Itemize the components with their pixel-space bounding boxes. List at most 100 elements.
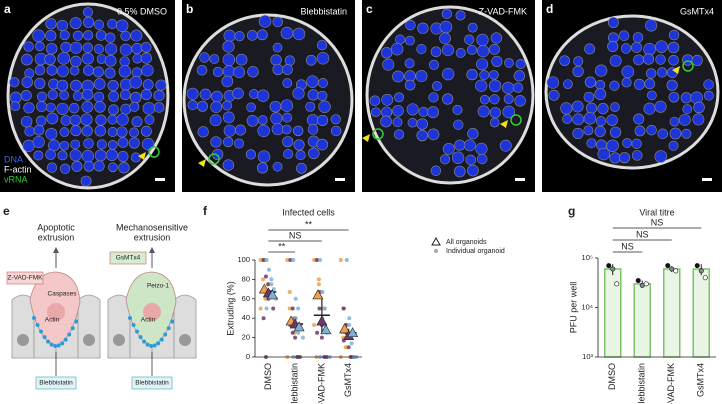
organoid-dot bbox=[312, 322, 317, 327]
nucleus bbox=[428, 59, 439, 70]
arrowhead bbox=[198, 159, 206, 167]
nucleus bbox=[308, 147, 320, 160]
nucleus bbox=[130, 91, 142, 104]
nucleus bbox=[631, 150, 643, 161]
nucleus bbox=[72, 30, 84, 41]
organoid-mean-triangle bbox=[293, 321, 305, 332]
nucleus bbox=[199, 88, 212, 101]
nucleus bbox=[96, 54, 107, 64]
nucleus bbox=[453, 119, 464, 130]
nucleus bbox=[249, 89, 259, 99]
actin-bead bbox=[49, 342, 54, 347]
organoid-dot bbox=[347, 322, 352, 327]
arrowhead bbox=[362, 134, 370, 142]
nucleus bbox=[499, 139, 512, 152]
micrograph: a 0.5% DMSO bbox=[0, 0, 175, 192]
nucleus bbox=[140, 41, 152, 53]
nucleus bbox=[514, 95, 526, 107]
nucleus bbox=[59, 30, 70, 41]
nucleus bbox=[45, 127, 58, 140]
nucleus bbox=[83, 138, 94, 149]
nucleus bbox=[407, 117, 418, 128]
organoid-dot bbox=[287, 290, 292, 295]
nucleus bbox=[59, 127, 70, 138]
nucleus bbox=[607, 40, 619, 52]
channel-legend: F-actin bbox=[4, 164, 32, 174]
nucleus bbox=[120, 89, 131, 101]
arrowhead bbox=[53, 247, 59, 253]
nucleus bbox=[32, 29, 45, 43]
x-tick-label: Z-VAD-FMK bbox=[316, 363, 326, 404]
organoid-mean-triangle bbox=[266, 289, 278, 300]
nucleus bbox=[197, 100, 208, 112]
nucleus bbox=[430, 165, 442, 176]
nucleus bbox=[502, 105, 515, 119]
organoid-dot bbox=[269, 282, 274, 287]
nucleus bbox=[23, 41, 34, 52]
nucleus bbox=[439, 154, 451, 165]
nucleus bbox=[281, 124, 292, 135]
nucleus bbox=[222, 111, 235, 124]
organoid-dot bbox=[319, 335, 324, 340]
nucleus bbox=[645, 19, 658, 32]
nucleus bbox=[316, 138, 329, 151]
nucleus bbox=[120, 30, 131, 42]
nucleus bbox=[34, 64, 46, 76]
nucleus bbox=[573, 56, 584, 67]
nucleus bbox=[56, 19, 68, 32]
nucleus bbox=[330, 125, 342, 137]
nucleus bbox=[416, 44, 427, 55]
nucleus bbox=[235, 124, 246, 136]
inhibitor-box bbox=[6, 271, 44, 285]
nucleus bbox=[282, 78, 293, 88]
nucleus bbox=[489, 70, 499, 80]
nucleus bbox=[405, 19, 416, 31]
nucleus bbox=[222, 159, 235, 171]
nucleus bbox=[280, 26, 294, 40]
nucleus bbox=[45, 30, 57, 42]
nucleus bbox=[93, 43, 104, 54]
nucleus bbox=[94, 101, 106, 113]
nucleus bbox=[257, 124, 270, 138]
nucleus bbox=[594, 88, 607, 101]
nucleus bbox=[56, 79, 69, 92]
nucleus bbox=[210, 136, 222, 148]
schematic-title: extrusion bbox=[134, 232, 171, 242]
panel-label: e bbox=[3, 204, 10, 218]
nucleus bbox=[104, 54, 117, 67]
actin-bead bbox=[145, 342, 150, 347]
nucleus bbox=[307, 124, 319, 135]
y-tick-label: 100 bbox=[237, 255, 250, 264]
vrna-signal bbox=[148, 146, 160, 158]
scale-bar bbox=[702, 178, 712, 181]
nucleus bbox=[418, 106, 429, 118]
nucleus bbox=[451, 151, 465, 164]
nucleus bbox=[330, 114, 341, 125]
nucleus bbox=[222, 100, 233, 111]
nucleus bbox=[654, 150, 668, 163]
nucleus bbox=[82, 7, 93, 18]
nucleus bbox=[93, 91, 105, 103]
nucleus bbox=[669, 116, 680, 127]
replicate-dot bbox=[669, 266, 675, 272]
nucleus bbox=[93, 66, 104, 78]
nucleus bbox=[415, 70, 428, 83]
nucleus bbox=[34, 77, 46, 90]
nucleus bbox=[141, 64, 154, 77]
nucleus bbox=[68, 102, 80, 114]
nucleus bbox=[439, 32, 451, 45]
arrowhead bbox=[672, 66, 680, 74]
nucleus bbox=[316, 114, 329, 126]
cell-nucleus bbox=[179, 334, 191, 346]
nucleus bbox=[21, 76, 33, 88]
nucleus bbox=[620, 43, 632, 54]
nucleus bbox=[667, 41, 680, 54]
replicate-dot bbox=[635, 278, 641, 284]
nucleus bbox=[93, 160, 105, 172]
nucleus bbox=[80, 113, 93, 126]
nucleus bbox=[223, 136, 234, 148]
nucleus bbox=[209, 114, 222, 127]
nucleus bbox=[647, 90, 657, 101]
nucleus bbox=[316, 52, 330, 65]
nucleus bbox=[467, 127, 479, 140]
